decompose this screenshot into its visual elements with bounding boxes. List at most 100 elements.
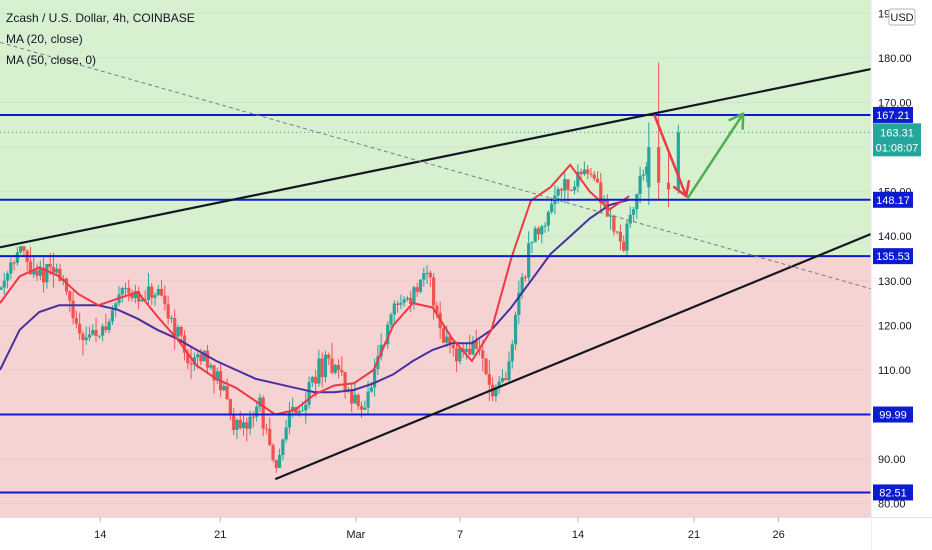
candle-body [241, 422, 246, 428]
candle-body [245, 422, 249, 429]
candle-body [74, 318, 78, 324]
candle-body [51, 266, 56, 273]
candle-body [389, 314, 393, 325]
candle [156, 285, 160, 297]
price-tick-label: 170.00 [878, 98, 912, 110]
candle-body [123, 287, 128, 289]
candle [635, 193, 639, 219]
price-tick-label: 130.00 [878, 276, 912, 288]
candle [87, 326, 92, 342]
candle-body [441, 328, 446, 343]
candle [215, 367, 219, 385]
candle [510, 340, 514, 369]
candle [513, 311, 518, 350]
candle-body [559, 189, 564, 191]
candle [264, 423, 269, 435]
candle [35, 263, 39, 282]
time-tick-label: Mar [346, 529, 365, 541]
candle [676, 124, 680, 194]
candle-body [353, 394, 357, 404]
candle-body [418, 279, 423, 292]
candle [569, 188, 573, 191]
candle [228, 398, 233, 421]
candle-body [566, 179, 570, 190]
candle-body [110, 310, 115, 322]
candle [386, 320, 390, 349]
candle-body [64, 278, 69, 292]
candle-body [140, 299, 144, 302]
candle-body [373, 369, 377, 388]
candle [618, 224, 623, 251]
candle [202, 350, 206, 362]
levels-layer [0, 113, 871, 494]
candle-body [432, 277, 436, 306]
candle-body [0, 287, 3, 290]
candle [310, 375, 314, 387]
candle-body [422, 273, 426, 280]
level-tag-bg [873, 406, 913, 423]
candle-body [340, 370, 344, 373]
candle [317, 349, 321, 387]
candle-body [595, 178, 600, 183]
candle [271, 443, 275, 463]
candle-body [435, 305, 439, 313]
candle-body [35, 270, 39, 276]
level-tag-label: 167.21 [876, 110, 910, 122]
candle [163, 285, 167, 311]
candle-body [169, 317, 174, 319]
candle-body [196, 354, 200, 358]
candle-body [395, 303, 400, 305]
candle-body [589, 173, 593, 175]
candle [422, 267, 426, 287]
candle [405, 295, 409, 302]
level-tag: 82.51 [873, 484, 913, 501]
candle [32, 257, 36, 279]
candle-body [81, 333, 85, 341]
candle-body [300, 410, 305, 412]
candle-body [676, 132, 680, 190]
chart-legend: Zcash / U.S. Dollar, 4h, COINBASE MA (20… [6, 11, 195, 67]
candle-body [78, 323, 82, 334]
candle-body [550, 203, 554, 213]
candle [454, 341, 459, 372]
currency-badge[interactable]: USD [888, 8, 916, 26]
candle [38, 260, 42, 281]
time-axis-panel[interactable] [0, 517, 871, 550]
candle [241, 415, 246, 436]
candle-body [284, 427, 288, 440]
candle [586, 165, 590, 180]
candle [143, 290, 147, 301]
candle-body [586, 169, 590, 174]
candle-body [19, 246, 23, 253]
candle [589, 167, 593, 178]
candle [205, 344, 210, 375]
candle [373, 358, 377, 397]
candle [579, 168, 583, 179]
candle-body [189, 363, 193, 365]
candle [330, 342, 334, 375]
candle [500, 369, 505, 384]
level-tag-label: 82.51 [879, 487, 907, 499]
candle-body [87, 334, 92, 338]
candle [599, 172, 603, 214]
candle [78, 312, 82, 341]
level-tag-bg [873, 248, 913, 265]
candle-body [641, 174, 645, 176]
candle [543, 222, 547, 233]
candle [212, 364, 216, 394]
ma20-line [0, 163, 630, 416]
candle-body [48, 263, 52, 267]
legend-ma50[interactable]: MA (50, close, 0) [6, 53, 96, 67]
legend-ma20[interactable]: MA (20, close) [6, 32, 83, 46]
candle [94, 317, 98, 343]
candle-body [71, 300, 75, 319]
candle [176, 324, 180, 340]
candle [592, 171, 596, 182]
candle-body [625, 223, 629, 251]
candle-body [576, 171, 580, 187]
candle-body [631, 209, 636, 215]
price-tick-label: 180.00 [878, 53, 912, 65]
candle-body [507, 361, 511, 380]
arrow-head [672, 180, 691, 198]
